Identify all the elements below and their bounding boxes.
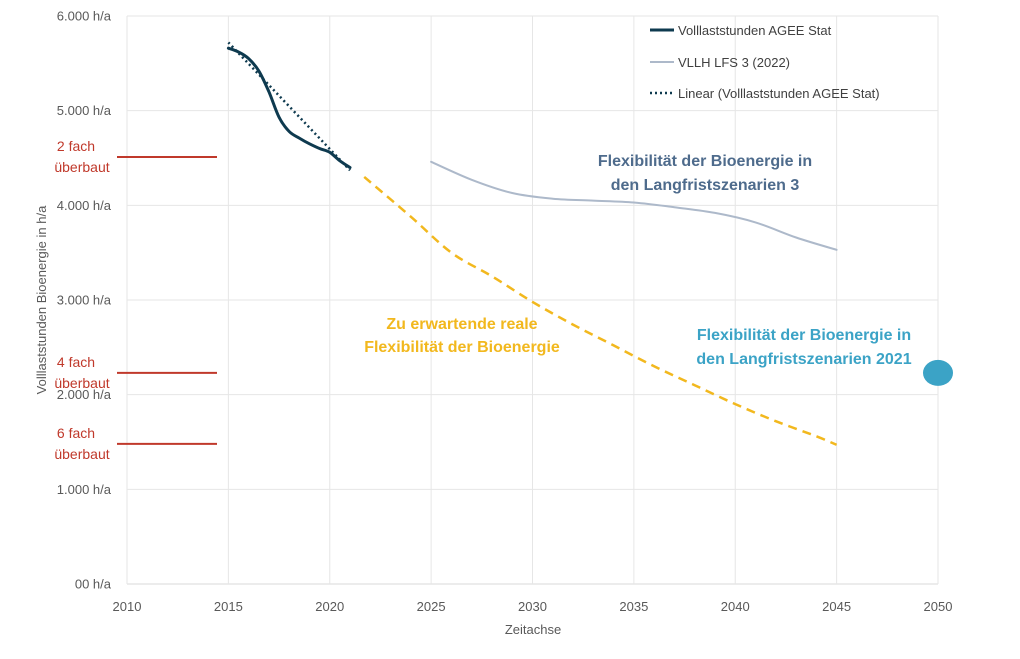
overbuild-levels: 2 fach überbaut 4 fach überbaut 6 fach überba… xyxy=(54,138,217,462)
annotation-real-line2: Flexibilität der Bioenergie xyxy=(364,339,560,356)
series-layer xyxy=(226,41,838,446)
annotation-lfs2021-line2: den Langfristszenarien 2021 xyxy=(696,351,911,368)
x-tick-label: 2030 xyxy=(518,599,547,614)
annotation-real-line1: Zu erwartende reale xyxy=(386,316,537,333)
annotation-lfs3-line1: Flexibilität der Bioenergie in xyxy=(598,153,812,170)
series-vllh-lfs3-line xyxy=(430,160,838,251)
y-axis-ticks: 00 h/a 1.000 h/a 2.000 h/a 3.000 h/a 4.000 h… xyxy=(57,9,112,592)
x-tick-label: 2035 xyxy=(619,599,648,614)
y-axis-title: Volllaststunden Bioenergie in h/a xyxy=(34,205,49,394)
annotation-lfs3: Flexibilität der Bioenergie in den Langf… xyxy=(598,153,812,194)
x-tick-label: 2020 xyxy=(315,599,344,614)
y-tick-label: 1.000 h/a xyxy=(57,482,112,497)
x-axis-title: Zeitachse xyxy=(505,622,561,637)
annotation-lfs2021-line1: Flexibilität der Bioenergie in xyxy=(697,327,911,344)
x-tick-label: 2040 xyxy=(721,599,750,614)
x-tick-label: 2010 xyxy=(113,599,142,614)
y-tick-label: 6.000 h/a xyxy=(57,9,112,24)
overbuild-label: 4 fach xyxy=(57,354,95,370)
series-agee-stat-line xyxy=(226,46,352,169)
overbuild-label: überbaut xyxy=(54,375,109,391)
y-tick-label: 2.000 h/a xyxy=(57,387,112,402)
series-linear-trend-line xyxy=(227,41,351,172)
x-axis-ticks: 2010 2015 2020 2025 2030 2035 2040 2045 2050 xyxy=(113,599,953,614)
x-tick-label: 2015 xyxy=(214,599,243,614)
overbuild-label: 6 fach xyxy=(57,425,95,441)
target-marker-2050 xyxy=(923,359,953,386)
y-tick-label: 4.000 h/a xyxy=(57,198,112,213)
series-expected-real-line xyxy=(363,175,838,446)
annotation-lfs2021: Flexibilität der Bioenergie in den Langf… xyxy=(696,327,911,368)
y-tick-label: 5.000 h/a xyxy=(57,103,112,118)
legend: Volllaststunden AGEE Stat VLLH LFS 3 (20… xyxy=(650,23,880,101)
x-tick-label: 2025 xyxy=(417,599,446,614)
y-tick-label: 00 h/a xyxy=(75,577,112,592)
x-tick-label: 2050 xyxy=(924,599,953,614)
x-tick-label: 2045 xyxy=(822,599,851,614)
legend-label-vllh: VLLH LFS 3 (2022) xyxy=(678,55,790,70)
grid xyxy=(126,15,939,585)
legend-label-linear: Linear (Volllaststunden AGEE Stat) xyxy=(678,86,880,101)
overbuild-label: überbaut xyxy=(54,446,109,462)
overbuild-label: 2 fach xyxy=(57,138,95,154)
legend-label-agee: Volllaststunden AGEE Stat xyxy=(678,23,832,38)
annotation-real: Zu erwartende reale Flexibilität der Bio… xyxy=(364,316,560,356)
annotation-lfs3-line2: den Langfristszenarien 3 xyxy=(611,177,800,194)
y-tick-label: 3.000 h/a xyxy=(57,293,112,308)
overbuild-label: überbaut xyxy=(54,159,109,175)
